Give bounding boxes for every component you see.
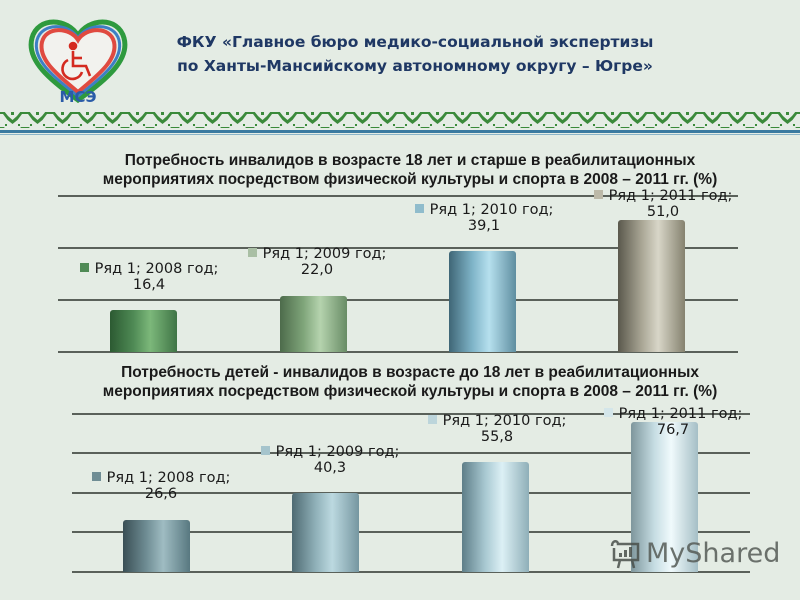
chart2-bar-2008 [123, 520, 190, 572]
chart1-bar-2011 [618, 220, 685, 352]
chart2-baseline [72, 571, 750, 573]
chart2-gridline [72, 531, 750, 533]
chart1-data-label-2010: Ряд 1; 2010 год; 39,1 [399, 202, 569, 234]
chart1-bar-2008 [110, 310, 177, 352]
chart1-gridline [58, 299, 738, 301]
chart1-data-label-2011: Ряд 1; 2011 год; 51,0 [578, 188, 748, 220]
chart2-gridline [72, 452, 750, 454]
chart1-gridline [58, 195, 738, 197]
chart2-data-label-2010: Ряд 1; 2010 год; 55,8 [412, 413, 582, 445]
legend-swatch-icon [79, 263, 89, 272]
chart1-data-label-2008: Ряд 1; 2008 год; 16,4 [64, 261, 234, 293]
chart2-title: Потребность детей - инвалидов в возрасте… [102, 364, 718, 400]
legend-swatch-icon [603, 408, 613, 417]
chart1-bar-2010 [449, 251, 516, 352]
org-title-line1: ФКУ «Главное бюро медико-социальной эксп… [176, 33, 654, 51]
watermark-text: MyShared [646, 537, 781, 569]
legend-swatch-icon [414, 204, 424, 213]
chart2-bar-2010 [462, 462, 529, 572]
chart2-data-label-2011: Ряд 1; 2011 год; 76,7 [588, 406, 758, 438]
legend-swatch-icon [260, 446, 270, 455]
chart2-bar-2011 [631, 422, 698, 572]
chart1-bar-2009 [280, 296, 347, 352]
chart1-gridline [58, 247, 738, 249]
legend-swatch-icon [247, 248, 257, 257]
chart1-baseline [58, 351, 738, 353]
chart2-data-label-2008: Ряд 1; 2008 год; 26,6 [76, 470, 246, 502]
legend-swatch-icon [593, 190, 603, 199]
organization-title: ФКУ «Главное бюро медико-социальной эксп… [160, 30, 670, 78]
chart2-gridline [72, 492, 750, 494]
chart2-data-label-2009: Ряд 1; 2009 год; 40,3 [245, 444, 415, 476]
legend-swatch-icon [91, 472, 101, 481]
watermark: MyShared [608, 536, 780, 570]
ornament-band [0, 112, 800, 135]
chart1-data-label-2009: Ряд 1; 2009 год; 22,0 [232, 246, 402, 278]
wheelchair-icon [61, 41, 92, 81]
legend-swatch-icon [427, 415, 437, 424]
org-title-line2: по Ханты-Мансийскому автономному округу … [177, 57, 653, 75]
presentation-board-icon [610, 540, 640, 569]
mse-logo: МСЭ [28, 19, 128, 106]
chart2-bar-2009 [292, 493, 359, 572]
chart1-title: Потребность инвалидов в возрасте 18 лет … [102, 152, 718, 188]
svg-text:МСЭ: МСЭ [60, 88, 97, 106]
chart2-gridline [72, 413, 750, 415]
